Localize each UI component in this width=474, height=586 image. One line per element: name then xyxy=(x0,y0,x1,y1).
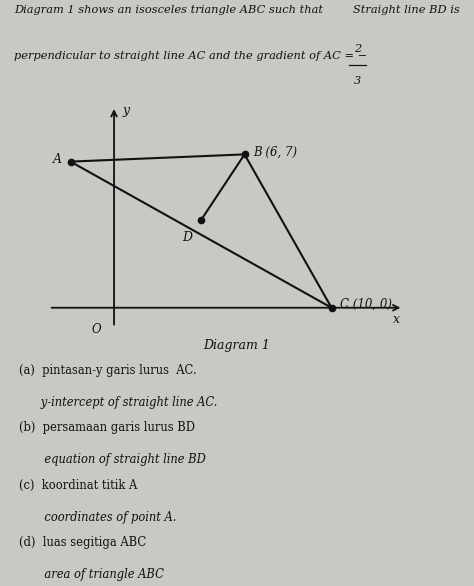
Text: y-intercept of straight line AC.: y-intercept of straight line AC. xyxy=(19,396,218,409)
Text: y: y xyxy=(122,104,129,117)
Text: A: A xyxy=(53,153,62,166)
Text: 3: 3 xyxy=(354,76,362,86)
Text: Diagram 1 shows an isosceles triangle ABC such that: Diagram 1 shows an isosceles triangle AB… xyxy=(14,5,323,15)
Text: (a)  pintasan-y garis lurus  AC.: (a) pintasan-y garis lurus AC. xyxy=(19,364,197,377)
Text: O: O xyxy=(91,323,101,336)
Text: D: D xyxy=(182,231,192,244)
Text: (c)  koordinat titik A: (c) koordinat titik A xyxy=(19,479,137,492)
Text: area of triangle ABC: area of triangle ABC xyxy=(19,568,164,581)
Text: (d)  luas segitiga ABC: (d) luas segitiga ABC xyxy=(19,536,146,548)
Text: (b)  persamaan garis lurus BD: (b) persamaan garis lurus BD xyxy=(19,421,195,434)
Text: perpendicular to straight line AC and the gradient of AC = −: perpendicular to straight line AC and th… xyxy=(14,50,367,60)
Text: coordinates of point A.: coordinates of point A. xyxy=(19,510,176,523)
Text: Diagram 1: Diagram 1 xyxy=(203,339,271,352)
Text: equation of straight line BD: equation of straight line BD xyxy=(19,454,206,466)
Text: x: x xyxy=(393,314,400,326)
Text: 2: 2 xyxy=(354,45,362,54)
Text: B (6, 7): B (6, 7) xyxy=(253,146,297,159)
Text: Straight line BD is: Straight line BD is xyxy=(353,5,460,15)
Text: C (10, 0): C (10, 0) xyxy=(340,298,392,311)
